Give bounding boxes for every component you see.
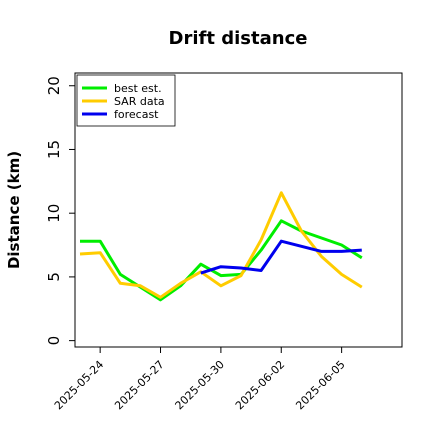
y-tick-label: 15 — [45, 140, 63, 159]
y-tick-label: 20 — [45, 76, 63, 95]
y-tick-label: 0 — [45, 336, 63, 346]
x-tick-label: 2025-05-27 — [112, 358, 166, 412]
series-line-best-est — [80, 219, 363, 302]
series-lines — [79, 191, 363, 302]
legend-label: best est. — [114, 82, 162, 95]
series-line-forecast — [200, 239, 362, 275]
y-axis: 0 5 10 15 20 — [45, 76, 75, 345]
y-tick-label: 10 — [45, 204, 63, 223]
x-axis: 2025-05-24 2025-05-27 2025-05-30 2025-06-02… — [52, 347, 348, 412]
series-line-sar-data — [79, 191, 363, 299]
x-tick-label: 2025-05-24 — [52, 358, 106, 412]
y-tick-label: 5 — [45, 272, 63, 282]
y-axis-label: Distance (km) — [5, 151, 23, 269]
x-tick-label: 2025-05-30 — [173, 358, 227, 412]
x-tick-label: 2025-06-05 — [293, 358, 347, 412]
plot-area-frame — [74, 72, 403, 348]
chart-title: Drift distance — [169, 28, 308, 49]
legend-label: forecast — [114, 108, 159, 121]
legend-label: SAR data — [114, 95, 165, 108]
x-tick-label: 2025-06-02 — [233, 358, 287, 412]
